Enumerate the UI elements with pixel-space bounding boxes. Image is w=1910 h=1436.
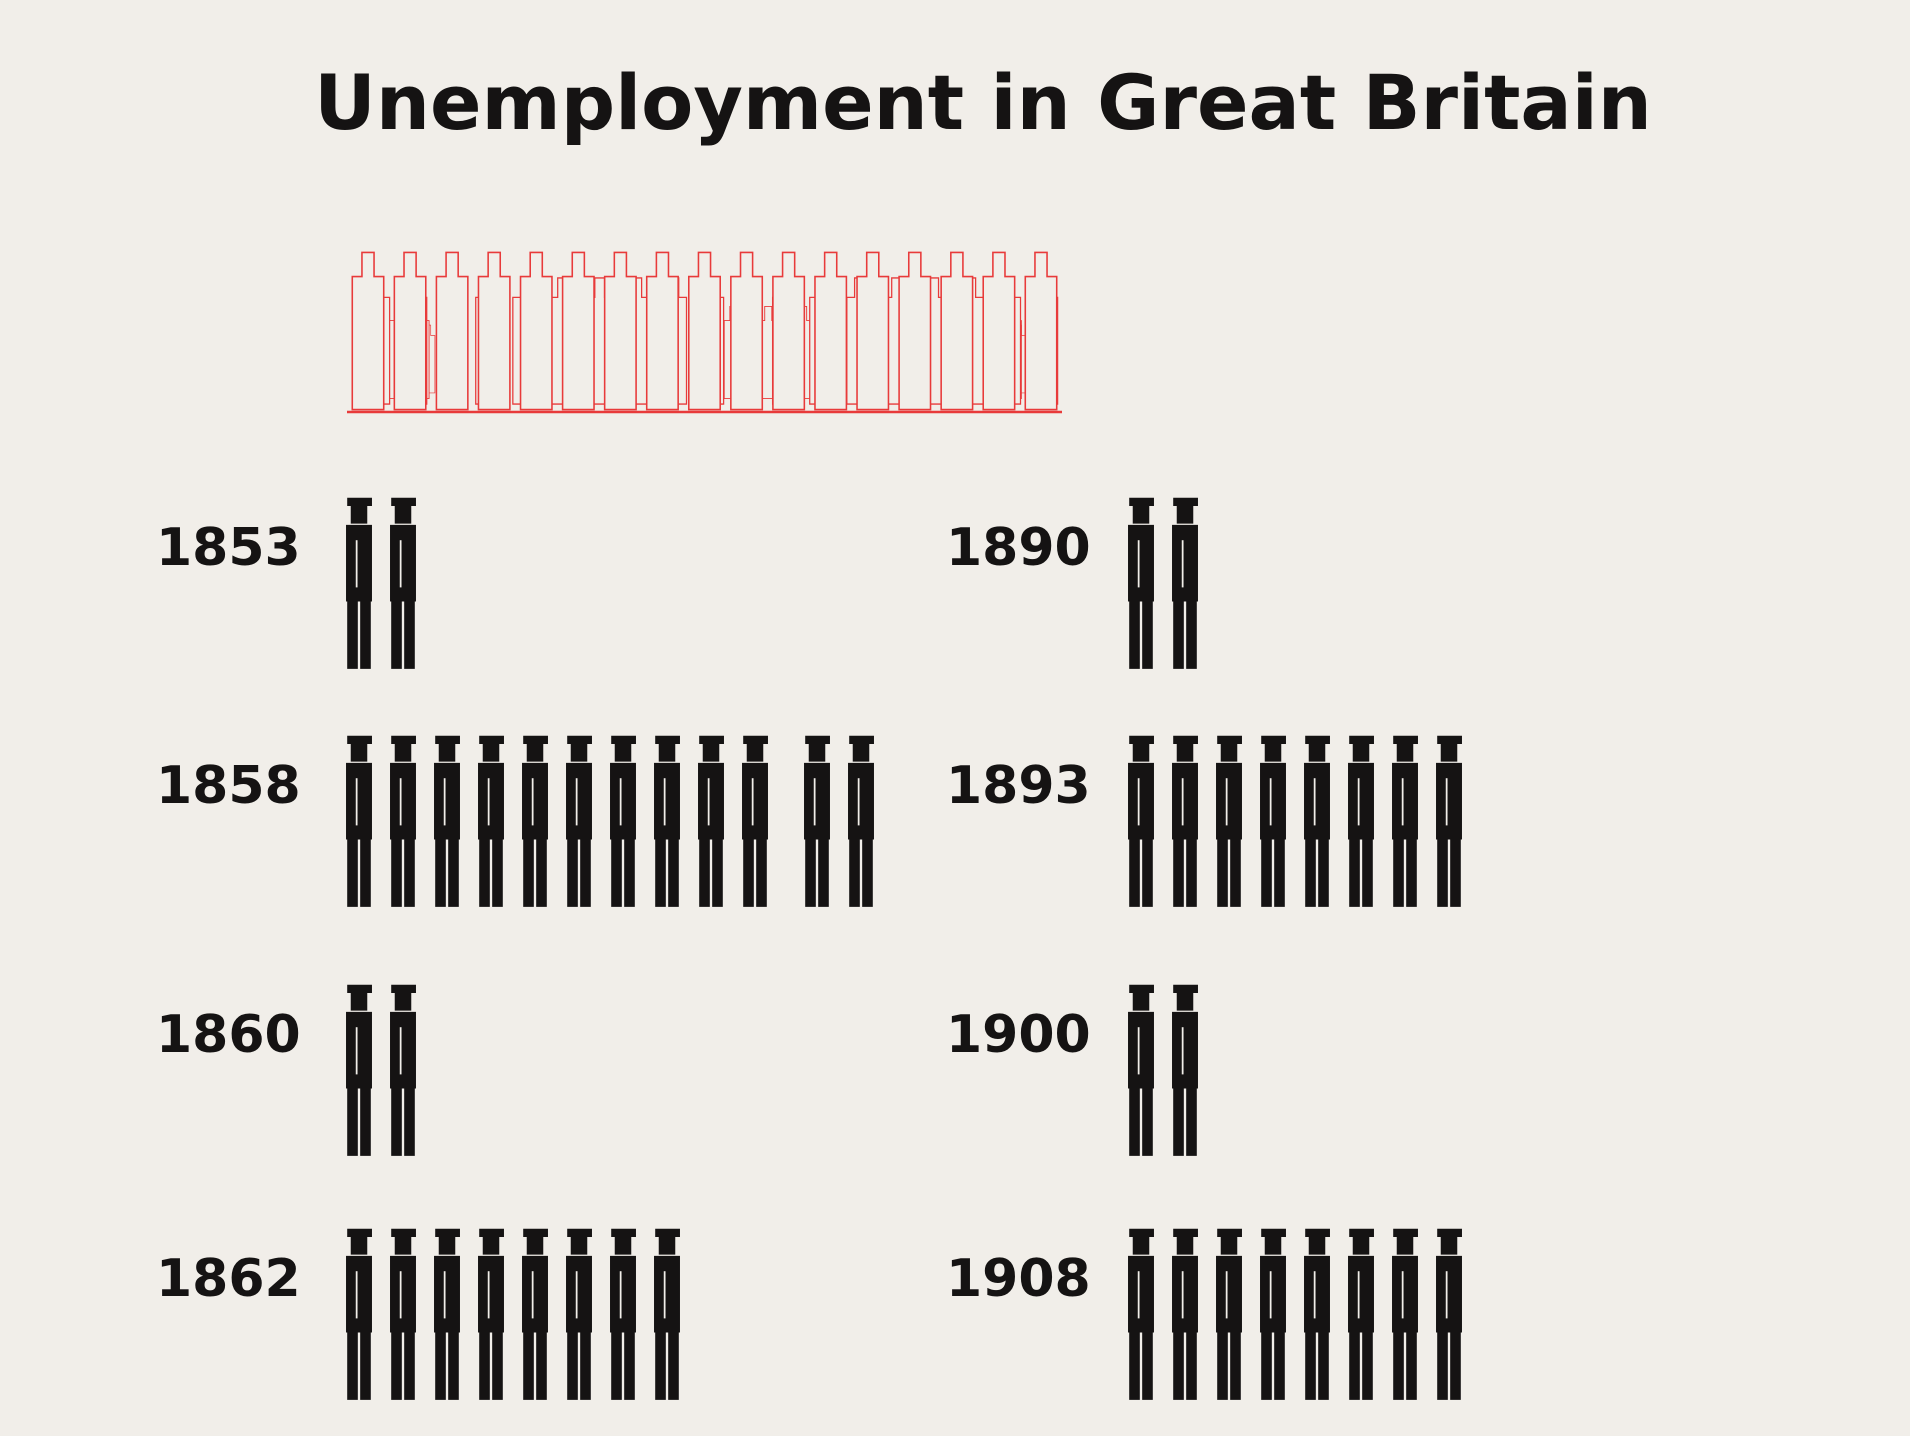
category-label: 1858 [156,756,301,816]
crowd-figure [856,251,890,411]
crowd-figure [982,251,1016,411]
crowd-figure [645,251,680,411]
category-label: 1862 [156,1249,301,1309]
chart-title: Unemployment in Great Britain [314,58,1652,147]
category-label: 1853 [156,518,301,578]
crowd-figure [729,251,764,411]
crowd-figure [687,251,722,411]
crowd-figure [1024,251,1058,411]
crowd-figure [393,251,427,411]
category-label: 1893 [946,756,1091,816]
crowd-illustration [347,251,1062,414]
crowd-figure [898,251,932,411]
crowd-figure [814,251,848,411]
category-label: 1890 [946,518,1091,578]
crowd-figure [477,251,511,411]
category-label: 1860 [156,1005,301,1065]
crowd-figure [435,251,469,411]
crowd-figure [603,251,638,411]
crowd-figure [771,251,806,411]
crowd-figure [351,251,385,411]
crowd-figure [940,251,974,411]
category-label: 1908 [946,1249,1091,1309]
crowd-figure [519,251,553,411]
category-label: 1900 [946,1005,1091,1065]
crowd-figure [561,251,595,411]
